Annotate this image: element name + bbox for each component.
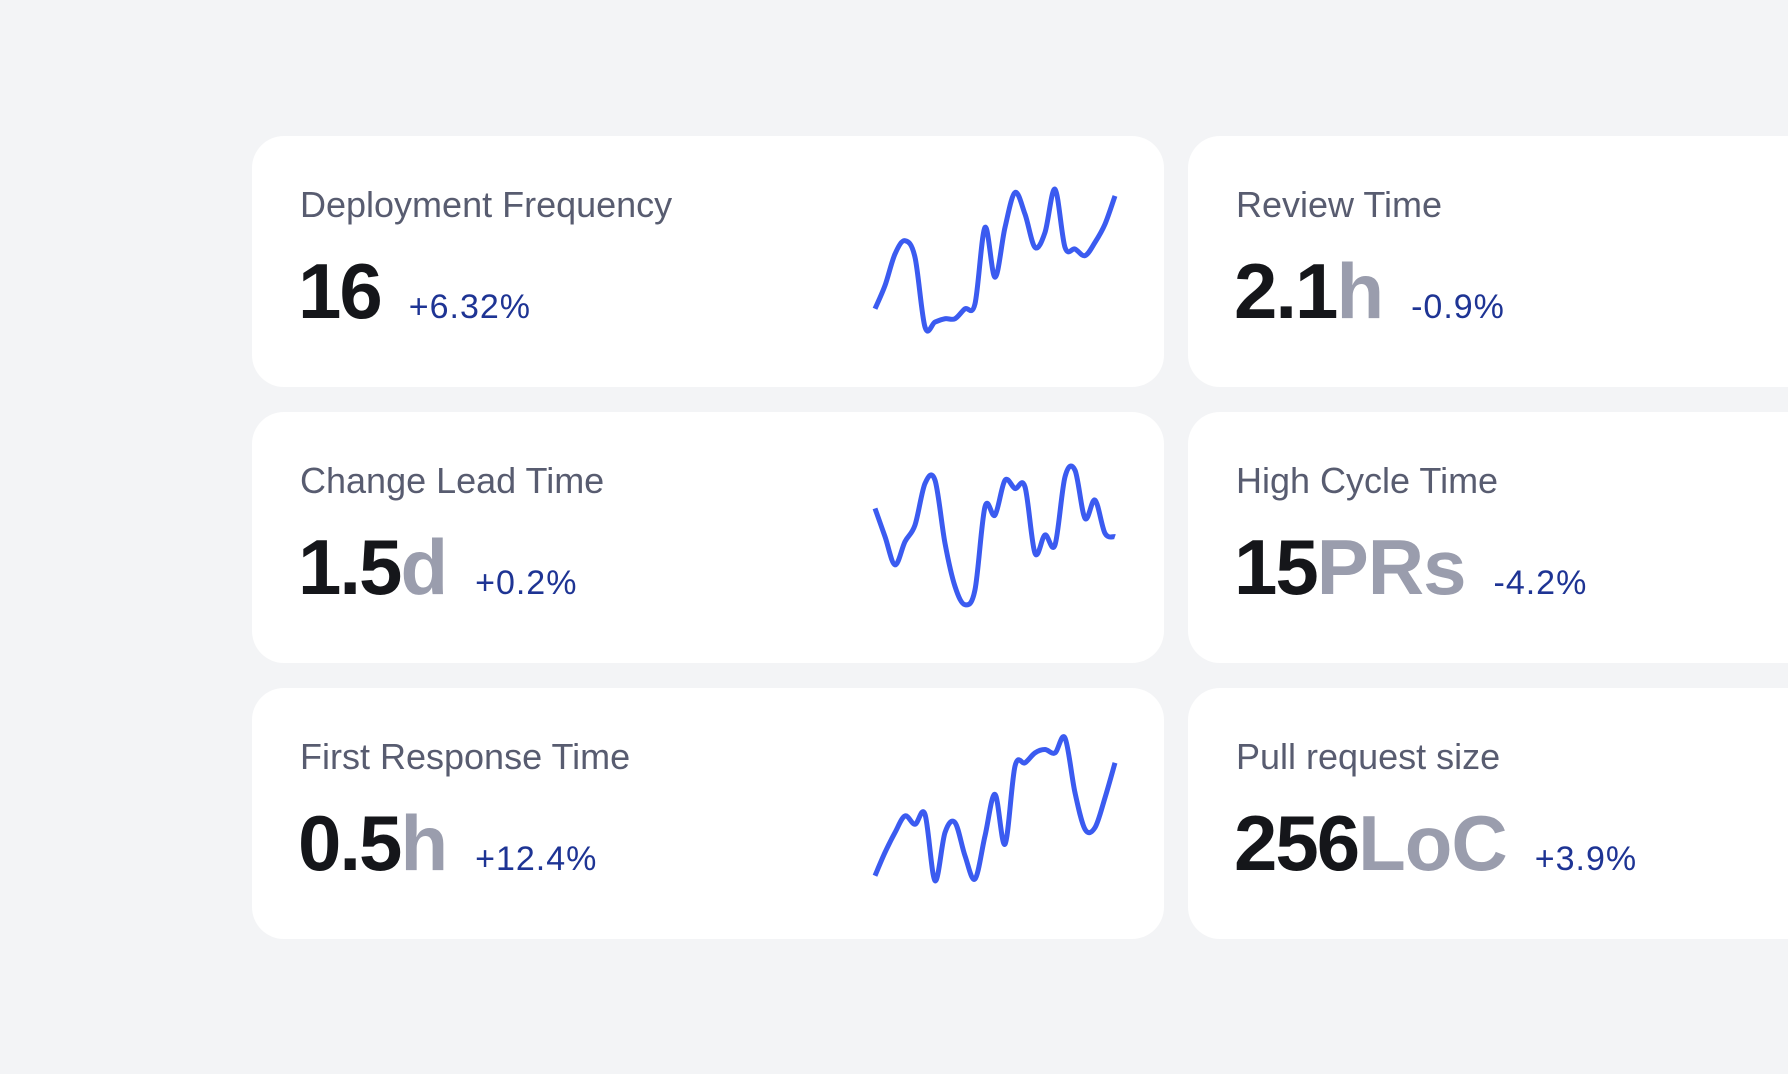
card-title: Pull request size [1236, 736, 1501, 777]
metric-unit: PRs [1316, 523, 1467, 611]
metric-unit: h [1336, 247, 1384, 335]
card-title: High Cycle Time [1236, 460, 1499, 501]
card-title: Review Time [1236, 184, 1443, 225]
metric-value: 1.5 [298, 523, 402, 611]
metric-value: 16 [298, 247, 383, 335]
metric-change: -4.2% [1493, 564, 1588, 602]
metric-card-first-response-time[interactable]: First Response Time 0.5 h +12.4% [252, 688, 1164, 939]
metric-value: 0.5 [298, 799, 402, 887]
card-title: First Response Time [300, 736, 631, 777]
metric-change: +6.32% [408, 288, 532, 326]
metric-unit: LoC [1358, 799, 1508, 887]
metric-card-deployment-frequency[interactable]: Deployment Frequency 16 +6.32% [252, 136, 1164, 387]
metric-value: 256 [1234, 799, 1360, 887]
card-title: Change Lead Time [300, 460, 605, 501]
sparkline-chart [872, 463, 1116, 608]
sparkline-line [872, 734, 1118, 884]
card-title: Deployment Frequency [300, 184, 673, 225]
metric-unit: d [400, 523, 448, 611]
metric-change: +12.4% [475, 840, 598, 878]
metric-change: -0.9% [1411, 288, 1505, 326]
metric-card-high-cycle-time[interactable]: High Cycle Time 15 PRs -4.2% [1188, 412, 1788, 663]
sparkline-chart [872, 734, 1118, 884]
sparkline-line [872, 463, 1116, 608]
metric-card-pull-request-size[interactable]: Pull request size 256 LoC +3.9% [1188, 688, 1788, 939]
metric-card-review-time[interactable]: Review Time 2.1 h -0.9% [1188, 136, 1788, 387]
sparkline-line [872, 186, 1118, 334]
metric-value: 2.1 [1234, 247, 1338, 335]
metric-card-change-lead-time[interactable]: Change Lead Time 1.5 d +0.2% [252, 412, 1164, 663]
metric-value: 15 [1234, 523, 1319, 611]
metric-change: +3.9% [1534, 840, 1638, 878]
sparkline-chart [872, 186, 1118, 334]
metric-unit: h [400, 799, 448, 887]
metric-change: +0.2% [475, 564, 578, 602]
